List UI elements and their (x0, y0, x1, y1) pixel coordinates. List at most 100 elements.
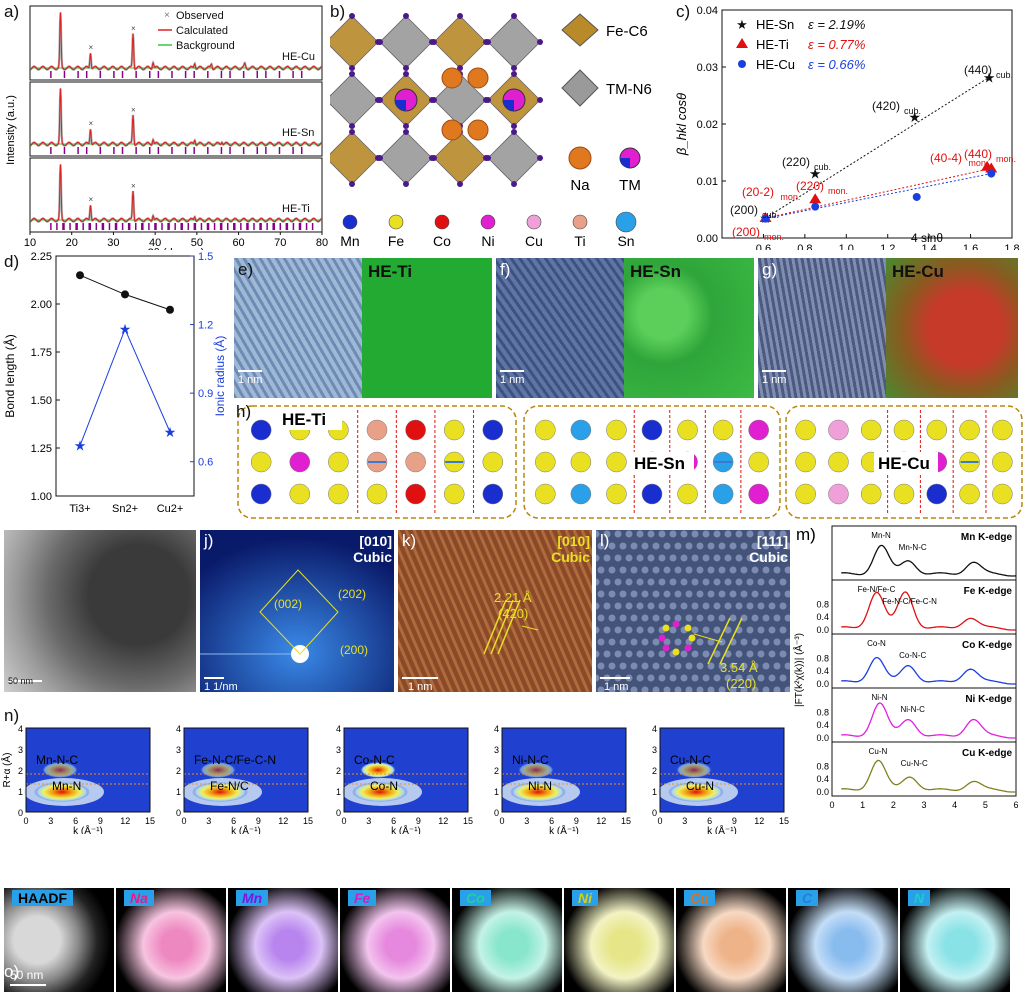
lattice-dot (746, 578, 754, 586)
lattice-dot (696, 614, 704, 622)
y-tick-label-right: 1.2 (198, 320, 213, 332)
lattice-dot (603, 554, 611, 562)
panel-label-l: l) (600, 531, 609, 550)
lattice-dot (680, 554, 688, 562)
exafs-chart: m) Mn K-edge Mn-N Mn-N-C Fe K-edge Fe-N/Fe-C F… (792, 525, 1019, 810)
lattice-fringe (484, 530, 558, 692)
lattice-dot (597, 542, 605, 550)
subplot-name: Ni K-edge (965, 694, 1012, 705)
lattice-atom (893, 483, 915, 505)
lattice-dot (735, 674, 743, 682)
scale-label-g: 1 nm (762, 374, 787, 386)
x-tick-label: 0 (499, 816, 504, 826)
ligand-atom (403, 123, 409, 129)
eds-tile-na: Na (116, 888, 226, 992)
lattice-dot (636, 602, 644, 610)
panel-label-g: g) (762, 260, 778, 279)
hrtem-image-e (234, 258, 362, 398)
fit-line (765, 167, 992, 219)
lattice-dot (663, 662, 671, 670)
lattice-atom (748, 419, 769, 441)
lattice-dot (768, 530, 776, 538)
lattice-dot (768, 650, 776, 658)
lattice-atom (482, 451, 504, 473)
lattice-dot (680, 674, 688, 682)
lattice-dot (603, 530, 611, 538)
wt-lobe-main (352, 782, 408, 802)
y-tick-label: 4 (494, 724, 499, 734)
lattice-dot (597, 590, 605, 598)
lattice-dot (663, 614, 671, 622)
eds-tile-c: C (788, 888, 898, 992)
lattice-dot (707, 686, 715, 692)
lattice-dot (625, 530, 633, 538)
lattice-dot (751, 686, 759, 692)
y-axis-label-left: Bond length (Å) (2, 334, 17, 417)
y-tick-label: 1 (494, 787, 499, 797)
y-tick-label: 4 (652, 724, 657, 734)
y-tick-label: 4 (176, 724, 181, 734)
lattice-dot (669, 578, 677, 586)
x-tick-label: 30 (107, 237, 119, 249)
subplot-name: HE-Cu (282, 51, 315, 63)
lattice-atom (893, 419, 915, 441)
y-tick-label: 0.8 (816, 599, 829, 609)
lattice-atom (535, 451, 556, 473)
map-title-g: HE-Cu (892, 262, 944, 281)
legend-na: Na (570, 177, 590, 194)
subplot-name: Fe K-edge (964, 586, 1013, 597)
ligand-atom (377, 155, 383, 161)
lattice-dot (773, 662, 781, 670)
x-tick-label: Cu2+ (157, 503, 184, 515)
lattice-dot (707, 638, 715, 646)
lattice-dot (669, 530, 677, 538)
ligand-atom (537, 97, 543, 103)
lattice-dot (685, 686, 693, 692)
phase-label: Cubic (353, 549, 392, 565)
y-axis-label-right: Ionic radius (Å) (212, 336, 227, 417)
x-tick-label: 1.2 (880, 243, 895, 250)
lattice-fringe (540, 530, 592, 650)
lattice-dot (596, 650, 600, 658)
lattice-dot (652, 614, 660, 622)
lattice-dot (691, 554, 699, 562)
lattice-atom (606, 483, 627, 505)
scale-bar-g (762, 370, 786, 372)
lattice-dot (641, 638, 649, 646)
lattice-dot (597, 566, 605, 574)
legend-tm: TM (619, 177, 641, 194)
ligand-atom (403, 181, 409, 187)
y-tick-label-right: 0.6 (198, 457, 213, 469)
observed-marker: × (131, 181, 136, 190)
lattice-dot (740, 590, 748, 598)
lattice-dot (614, 530, 622, 538)
element-symbol: Fe (388, 233, 405, 249)
lattice-fringe (556, 530, 592, 613)
wt-label-lower: Mn-N (52, 779, 81, 793)
lattice-dot (658, 650, 666, 658)
lattice-fringe (398, 563, 454, 692)
legend-marker-observed: × (164, 10, 170, 21)
ligand-atom (377, 39, 383, 45)
panel-label-f: f) (500, 260, 511, 279)
lattice-dot (630, 638, 638, 646)
ligand-atom (349, 65, 355, 71)
lattice-dot (696, 590, 704, 598)
lattice-dot (768, 602, 776, 610)
lattice-dot (669, 554, 677, 562)
eds-tile-label: Co (460, 890, 491, 906)
overlay-atom (658, 634, 666, 642)
lattice-atom (366, 483, 388, 505)
lattice-dot (696, 686, 704, 692)
lattice-atom (641, 483, 663, 505)
lattice-atom (405, 451, 426, 473)
y-tick-label-right: 1.5 (198, 251, 213, 263)
lattice-dot (740, 662, 748, 670)
lattice-dot (735, 650, 743, 658)
y-tick-label: 0.8 (816, 707, 829, 717)
williamson-hall-chart: 0.00 0.01 0.02 0.03 0.04 0.6 0.8 1.0 1.2 1.4 1.6 1.… (674, 5, 1020, 250)
plot-frame (55, 255, 195, 497)
lattice-fringe (500, 530, 574, 692)
subplot-frame (29, 5, 323, 81)
ligand-atom (537, 39, 543, 45)
